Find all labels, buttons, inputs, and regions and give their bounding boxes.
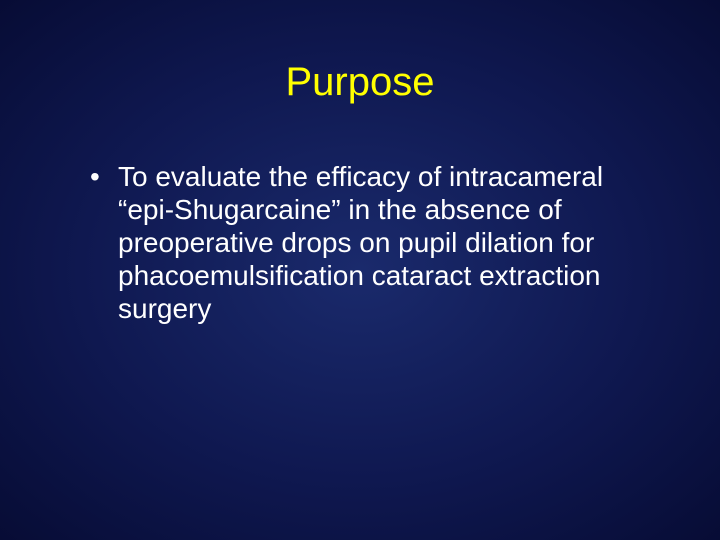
slide: Purpose To evaluate the efficacy of intr… (0, 0, 720, 540)
bullet-item: To evaluate the efficacy of intracameral… (90, 160, 660, 325)
slide-title: Purpose (60, 60, 660, 105)
bullet-list: To evaluate the efficacy of intracameral… (60, 160, 660, 325)
